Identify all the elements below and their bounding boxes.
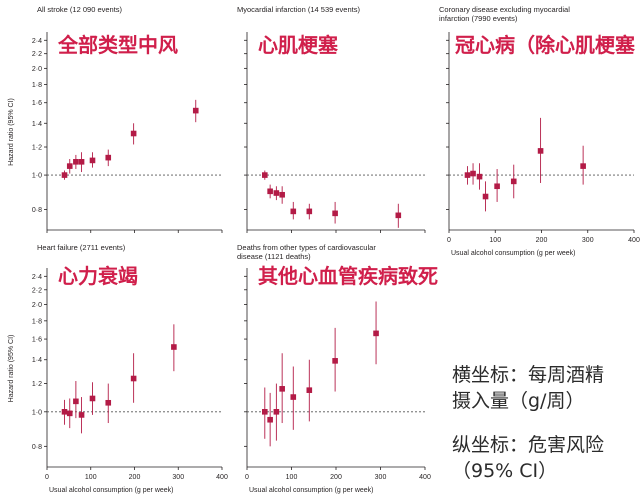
y-axis-note-line-1: 纵坐标：危害风险	[452, 434, 605, 456]
panel-title: Heart failure (2711 events)	[37, 243, 126, 252]
data-point-marker	[89, 395, 96, 402]
y-tick-label: 2·4	[32, 274, 42, 281]
data-point-marker	[78, 412, 85, 418]
y-tick-label: 2·0	[32, 66, 42, 73]
data-point-marker	[267, 416, 273, 423]
data-point-marker	[89, 157, 96, 164]
data-point-marker	[192, 107, 199, 114]
y-axis-title: Hazard ratio (95% CI)	[8, 98, 15, 166]
data-point-marker	[105, 399, 112, 406]
data-point-marker	[510, 178, 517, 185]
data-point-marker	[273, 190, 280, 196]
y-tick-label: 1·4	[32, 121, 42, 128]
x-axis-note-line-1: 横坐标：每周酒精	[452, 364, 605, 386]
x-tick-label: 300	[172, 474, 184, 481]
y-tick-label: 1·2	[32, 381, 42, 388]
data-point-marker	[171, 344, 177, 350]
y-tick-label: 0·8	[32, 207, 42, 214]
data-point-marker	[66, 410, 73, 417]
overlay-chinese-title: 心力衰竭	[58, 264, 138, 288]
data-point-marker	[306, 208, 313, 215]
data-point-marker	[580, 163, 586, 169]
data-point-marker	[262, 409, 268, 415]
data-point-marker	[290, 394, 297, 400]
y-tick-label: 1·4	[32, 357, 42, 364]
y-tick-label: 1·8	[32, 318, 42, 325]
x-axis-title: Usual alcohol consumption (g per week)	[249, 487, 374, 494]
x-axis-title: Usual alcohol consumption (g per week)	[49, 487, 174, 494]
x-tick-label: 300	[582, 237, 594, 244]
panel-title: Coronary disease excluding myocardial inf…	[439, 5, 570, 23]
x-tick-label: 0	[245, 474, 249, 481]
x-tick-label: 100	[286, 474, 298, 481]
data-point-marker	[464, 172, 471, 178]
y-axis-note-line-2: （95% CI）	[452, 460, 558, 482]
data-point-marker	[61, 409, 68, 415]
overlay-chinese-title: 全部类型中风	[57, 33, 178, 57]
data-point-marker	[537, 148, 544, 154]
data-point-marker	[130, 375, 137, 382]
x-tick-label: 400	[419, 474, 431, 481]
y-tick-label: 1·6	[32, 100, 42, 107]
x-axis-title: Usual alcohol consumption (g per week)	[451, 250, 576, 257]
y-tick-label: 2·0	[32, 302, 42, 309]
y-tick-label: 1·0	[32, 409, 42, 416]
data-point-marker	[290, 208, 297, 215]
chart-panel-5: Deaths from other types of cardiovascula…	[237, 243, 438, 494]
data-point-marker	[73, 159, 79, 165]
x-tick-label: 0	[45, 474, 49, 481]
y-tick-label: 1·8	[32, 82, 42, 89]
panel-title: Myocardial infarction (14 539 events)	[237, 5, 360, 14]
data-point-marker	[66, 163, 73, 169]
data-point-marker	[470, 170, 476, 177]
data-point-marker	[73, 398, 79, 405]
data-point-marker	[332, 358, 338, 364]
overlay-chinese-title: 心肌梗塞	[258, 33, 339, 57]
overlay-chinese-title: 其他心血管疾病致死	[258, 264, 438, 288]
chart-panel-3: Coronary disease excluding myocardial inf…	[439, 5, 640, 257]
data-point-marker	[273, 409, 280, 415]
y-axis-title: Hazard ratio (95% CI)	[8, 335, 15, 403]
y-tick-label: 1·0	[32, 173, 42, 180]
data-point-marker	[373, 330, 379, 337]
y-tick-label: 0·8	[32, 444, 42, 451]
x-tick-label: 0	[447, 237, 451, 244]
x-tick-label: 100	[489, 237, 501, 244]
panel-title: All stroke (12 090 events)	[37, 5, 123, 14]
panel-title: Deaths from other types of cardiovascula…	[237, 243, 376, 261]
data-point-marker	[279, 386, 285, 392]
x-axis-note-line-2: 摄入量（g/周）	[452, 390, 585, 412]
x-tick-label: 200	[330, 474, 342, 481]
y-tick-label: 2·2	[32, 51, 42, 58]
data-point-marker	[130, 130, 137, 137]
data-point-marker	[476, 173, 483, 180]
y-tick-label: 2·2	[32, 287, 42, 294]
data-point-marker	[482, 193, 489, 200]
data-point-marker	[78, 159, 85, 165]
y-tick-label: 1·6	[32, 337, 42, 344]
chart-panel-2: Myocardial infarction (14 539 events) 心肌梗…	[237, 5, 426, 233]
data-point-marker	[332, 210, 338, 217]
data-point-marker	[267, 188, 273, 195]
x-tick-label: 400	[216, 474, 228, 481]
data-point-marker	[105, 154, 112, 161]
x-tick-label: 100	[85, 474, 97, 481]
data-point-marker	[262, 172, 268, 178]
x-tick-label: 200	[129, 474, 141, 481]
x-tick-label: 400	[628, 237, 640, 244]
chart-panel-1: All stroke (12 090 events) 0·8 1·0 1·2 1·4 1·…	[8, 5, 223, 233]
data-point-marker	[306, 387, 313, 393]
data-point-marker	[61, 172, 68, 178]
data-point-marker	[279, 191, 285, 198]
data-point-marker	[395, 212, 402, 219]
data-point-marker	[494, 183, 500, 190]
chart-panel-4: Heart failure (2711 events) 0·8 1·0 1·2 1·4 1…	[8, 243, 228, 494]
y-tick-label: 1·2	[32, 145, 42, 152]
x-tick-label: 200	[536, 237, 548, 244]
overlay-chinese-title: 冠心病（除心肌梗塞	[455, 33, 636, 57]
y-tick-label: 2·4	[32, 38, 42, 45]
x-tick-label: 300	[375, 474, 387, 481]
